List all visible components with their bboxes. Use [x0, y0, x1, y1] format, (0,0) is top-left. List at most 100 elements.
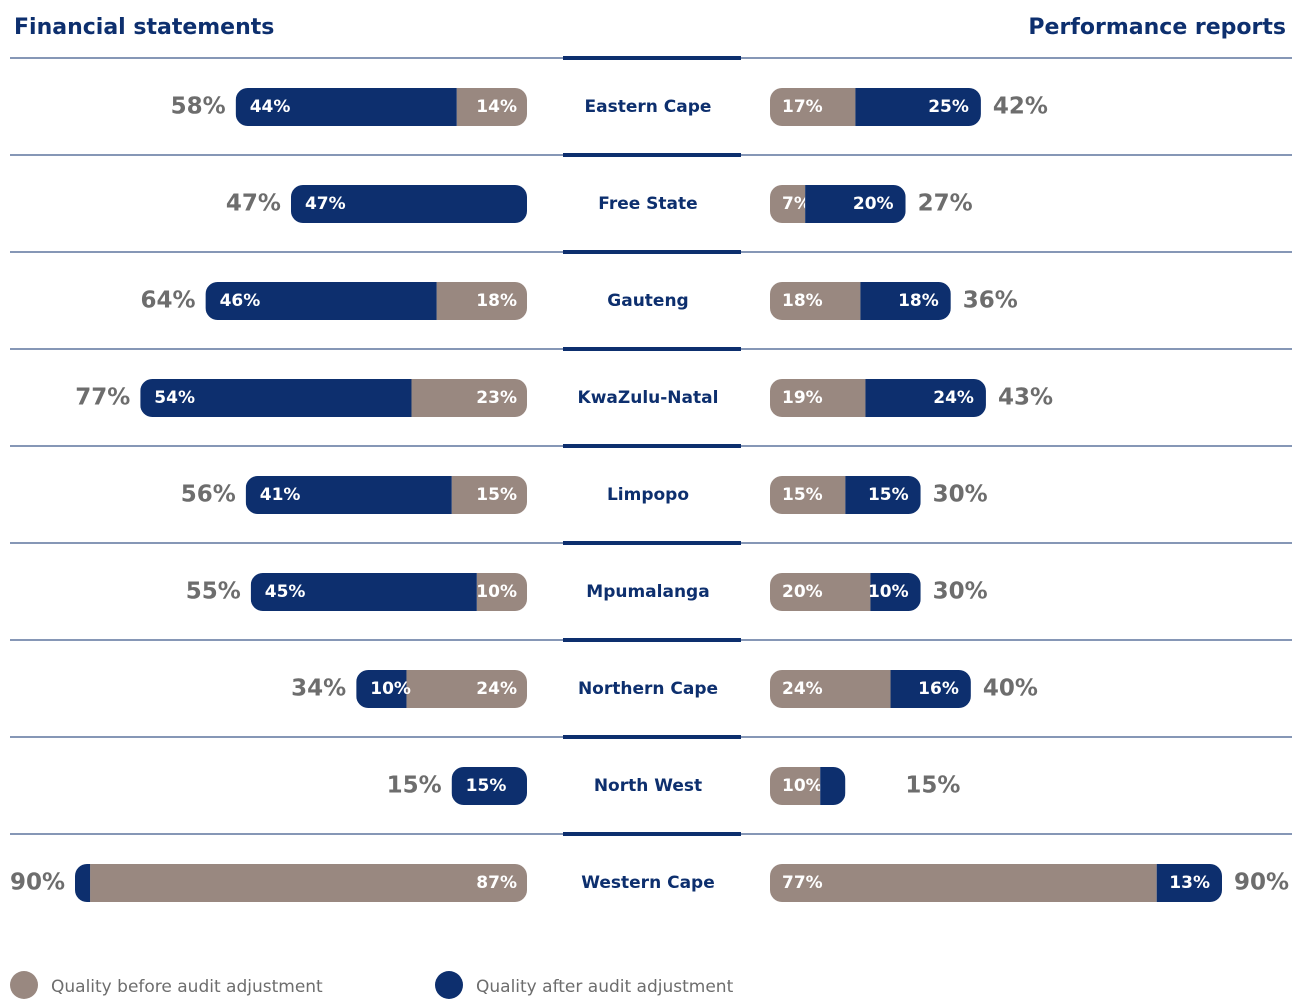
- bar-segment: [820, 767, 846, 805]
- bar-segment: [865, 379, 986, 417]
- bar-segment: [770, 185, 806, 223]
- bar-segment: [436, 282, 527, 320]
- total-label: 64%: [141, 288, 196, 314]
- segment-label: 24%: [476, 679, 517, 699]
- category-label: Limpopo: [607, 485, 689, 505]
- segment-label: 5%: [818, 743, 847, 763]
- bar-segment: [770, 864, 1157, 902]
- segment-label: 16%: [918, 679, 959, 699]
- bar-segment: [870, 573, 921, 611]
- segment-label: 10%: [782, 776, 823, 796]
- total-label: 30%: [933, 482, 988, 508]
- bar-segment: [250, 573, 477, 611]
- total-label: 56%: [181, 482, 236, 508]
- segment-label: 44%: [250, 97, 291, 117]
- bar-segment: [770, 476, 846, 514]
- segment-label: 41%: [260, 485, 301, 505]
- bar-segment: [90, 864, 527, 902]
- bar-segment: [805, 185, 906, 223]
- segment-label: 17%: [782, 97, 823, 117]
- bar-segment: [140, 379, 412, 417]
- segment-label: 18%: [476, 291, 517, 311]
- segment-label: 87%: [476, 873, 517, 893]
- legend-swatch: [10, 971, 38, 999]
- bar-segment: [356, 670, 407, 708]
- total-label: 90%: [1234, 870, 1289, 896]
- bar-segment: [406, 670, 527, 708]
- segment-label: 10%: [476, 582, 517, 602]
- bar-segment: [855, 88, 981, 126]
- segment-label: 45%: [265, 582, 306, 602]
- total-label: 47%: [226, 191, 281, 217]
- bar-segment: [890, 670, 971, 708]
- segment-label: 54%: [154, 388, 195, 408]
- segment-label: 19%: [782, 388, 823, 408]
- total-label: 34%: [291, 676, 346, 702]
- segment-label: 18%: [898, 291, 939, 311]
- segment-label: 14%: [476, 97, 517, 117]
- category-label: Gauteng: [607, 291, 688, 311]
- bar-segment: [451, 767, 527, 805]
- category-label: Northern Cape: [578, 679, 718, 699]
- total-label: 43%: [998, 385, 1053, 411]
- segment-label: 10%: [868, 582, 909, 602]
- right-title: Performance reports: [1028, 15, 1286, 40]
- segment-label: 23%: [476, 388, 517, 408]
- segment-label: 46%: [220, 291, 261, 311]
- legend-label: Quality before audit adjustment: [51, 977, 323, 997]
- segment-label: 7%: [782, 194, 811, 214]
- bar-segment: [770, 88, 856, 126]
- total-label: 40%: [983, 676, 1038, 702]
- left-title: Financial statements: [14, 15, 274, 40]
- bar-segment: [411, 379, 527, 417]
- bar-segment: [770, 282, 861, 320]
- segment-label: 47%: [305, 194, 346, 214]
- bar-segment: [451, 476, 527, 514]
- bar-segment: [75, 864, 91, 902]
- legend-label: Quality after audit adjustment: [476, 977, 734, 997]
- segment-label: 20%: [853, 194, 894, 214]
- segment-label: 24%: [782, 679, 823, 699]
- bar-segment: [290, 185, 527, 223]
- category-label: Western Cape: [581, 873, 715, 893]
- bar-segment: [456, 88, 527, 126]
- segment-label: 15%: [466, 776, 507, 796]
- bar-segment: [770, 573, 871, 611]
- segment-label: 13%: [1169, 873, 1210, 893]
- total-label: 15%: [905, 773, 960, 799]
- total-label: 30%: [933, 579, 988, 605]
- total-label: 42%: [993, 94, 1048, 120]
- total-label: 90%: [10, 870, 65, 896]
- bar-segment: [770, 767, 821, 805]
- total-label: 27%: [918, 191, 973, 217]
- bar-segment: [770, 379, 866, 417]
- segment-label: 15%: [782, 485, 823, 505]
- bar-segment: [770, 670, 891, 708]
- bar-segment: [245, 476, 452, 514]
- total-label: 36%: [963, 288, 1018, 314]
- segment-label: 15%: [476, 485, 517, 505]
- segment-label: 77%: [782, 873, 823, 893]
- segment-label: 15%: [868, 485, 909, 505]
- bar-segment: [860, 282, 951, 320]
- segment-label: 24%: [933, 388, 974, 408]
- total-label: 15%: [387, 773, 442, 799]
- bar-segment: [235, 88, 457, 126]
- category-label: Free State: [598, 194, 697, 214]
- segment-label: 18%: [782, 291, 823, 311]
- category-label: North West: [594, 776, 702, 796]
- bar-segment: [476, 573, 527, 611]
- total-label: 55%: [186, 579, 241, 605]
- category-label: KwaZulu-Natal: [578, 388, 719, 408]
- bar-segment: [205, 282, 437, 320]
- segment-label: 20%: [782, 582, 823, 602]
- legend-swatch: [435, 971, 463, 999]
- segment-label: 3%: [68, 840, 97, 860]
- category-label: Eastern Cape: [585, 97, 712, 117]
- segment-label: 25%: [928, 97, 969, 117]
- bar-segment: [1156, 864, 1222, 902]
- segment-label: 10%: [370, 679, 411, 699]
- category-label: Mpumalanga: [586, 582, 709, 602]
- total-label: 58%: [171, 94, 226, 120]
